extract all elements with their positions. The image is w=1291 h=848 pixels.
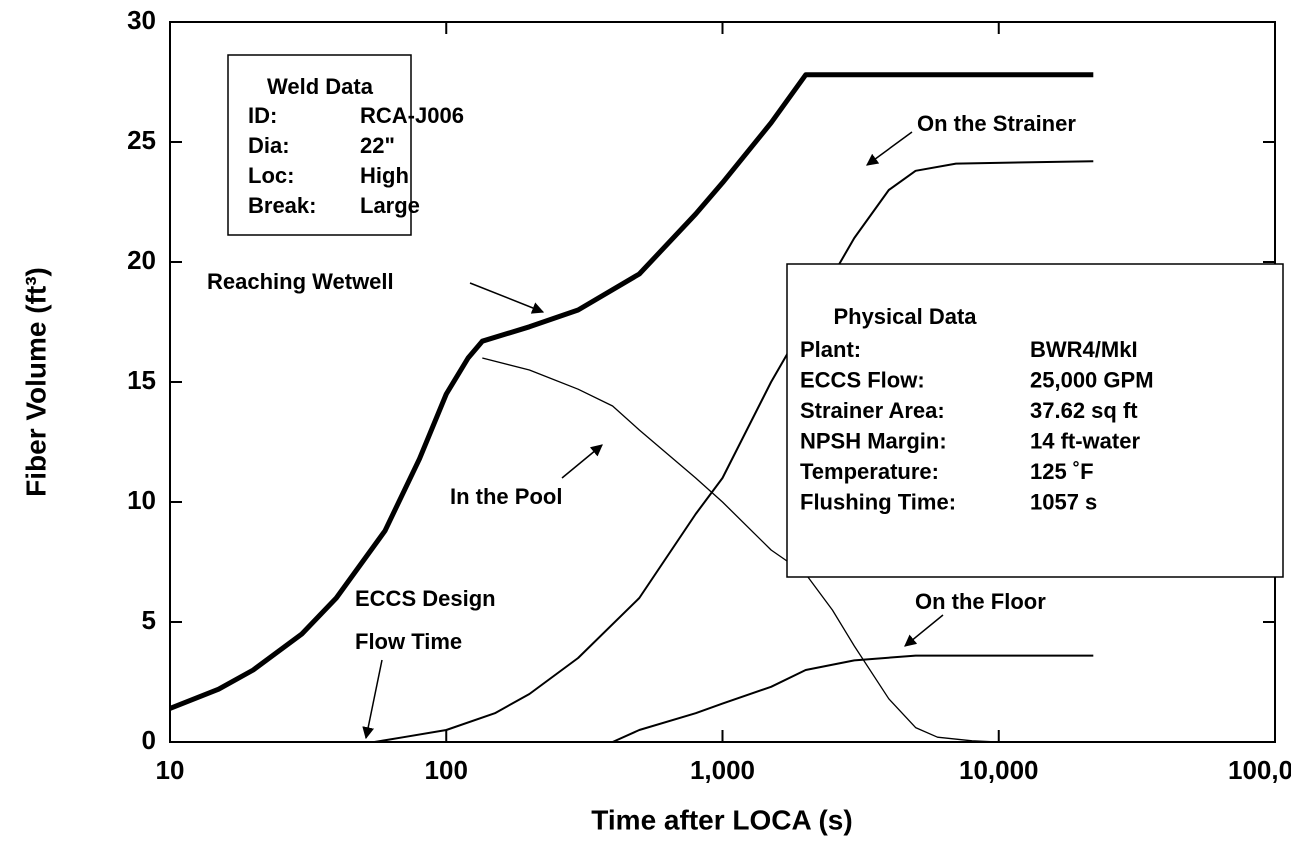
x-tick-label: 100: [425, 755, 468, 785]
annotation: On the Strainer: [917, 111, 1076, 136]
info-box-value: 25,000 GPM: [1030, 367, 1154, 392]
annotation-arrow: [904, 614, 944, 647]
x-tick-label: 100,000: [1228, 755, 1291, 785]
info-box-label: Break:: [248, 193, 316, 218]
x-axis-label: Time after LOCA (s): [591, 804, 852, 835]
annotation-arrow: [469, 282, 545, 314]
y-axis-label: Fiber Volume (ft³): [20, 267, 51, 497]
y-tick-label: 15: [127, 365, 156, 395]
info-box-value: BWR4/MkI: [1030, 337, 1138, 362]
info-box-value: 37.62 sq ft: [1030, 398, 1138, 423]
series-line: [169, 72, 1094, 711]
info-box-label: ECCS Flow:: [800, 367, 925, 392]
info-box-value: 14 ft-water: [1030, 428, 1140, 453]
info-box-title: Weld Data: [267, 74, 374, 99]
y-tick-label: 5: [142, 605, 156, 635]
annotation-arrow: [866, 131, 913, 166]
annotation-arrow: [362, 659, 383, 740]
annotation: On the Floor: [915, 589, 1046, 614]
y-tick-label: 30: [127, 5, 156, 35]
info-box: [786, 263, 1284, 578]
x-tick-label: 1,000: [690, 755, 755, 785]
info-box-title: Physical Data: [833, 304, 977, 329]
annotation: Reaching Wetwell: [207, 269, 394, 294]
info-box: [227, 54, 412, 236]
info-box-value: RCA-J006: [360, 103, 464, 128]
info-box-value: High: [360, 163, 409, 188]
info-box-label: NPSH Margin:: [800, 428, 947, 453]
info-box-value: Large: [360, 193, 420, 218]
info-box-value: 1057 s: [1030, 489, 1097, 514]
info-box-label: ID:: [248, 103, 277, 128]
y-tick-label: 10: [127, 485, 156, 515]
series-line: [612, 654, 1094, 743]
x-tick-label: 10: [156, 755, 185, 785]
x-tick-label: 10,000: [959, 755, 1039, 785]
annotation: ECCS Design: [355, 586, 496, 611]
info-box-label: Plant:: [800, 337, 861, 362]
annotation: Flow Time: [355, 629, 462, 654]
y-tick-label: 0: [142, 725, 156, 755]
info-box-label: Temperature:: [800, 459, 939, 484]
series-line: [374, 160, 1094, 743]
info-box-value: 22": [360, 133, 395, 158]
info-box-value: 125 ˚F: [1030, 459, 1094, 484]
y-tick-label: 20: [127, 245, 156, 275]
y-tick-label: 25: [127, 125, 156, 155]
info-box-label: Loc:: [248, 163, 294, 188]
annotation-arrow: [561, 444, 603, 479]
info-box-label: Strainer Area:: [800, 398, 945, 423]
annotation: In the Pool: [450, 484, 562, 509]
info-box-label: Dia:: [248, 133, 290, 158]
info-box-label: Flushing Time:: [800, 489, 956, 514]
